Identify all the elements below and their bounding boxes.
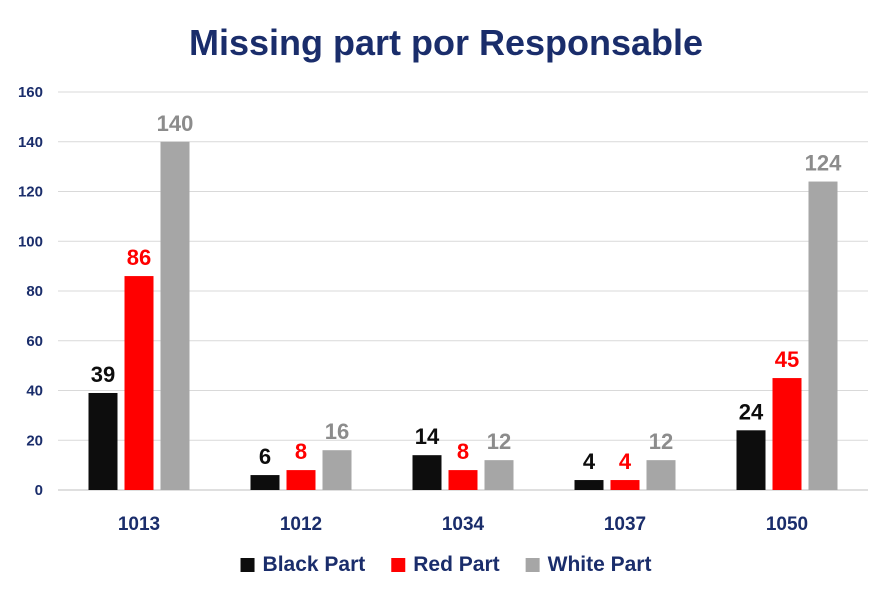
x-tick-label: 1013 [118, 514, 160, 535]
bar-white-part [646, 460, 676, 490]
legend-swatch-black-part [240, 558, 255, 572]
legend-label: White Part [548, 553, 652, 576]
data-label: 45 [775, 347, 799, 372]
y-tick-label: 80 [26, 283, 43, 300]
legend-label: Black Part [263, 553, 366, 576]
x-axis: 1013 1012 1034 1037 1050 [118, 514, 808, 535]
y-tick-label: 0 [35, 482, 43, 499]
data-label: 12 [487, 429, 511, 454]
x-tick-label: 1037 [604, 514, 646, 535]
data-label: 8 [295, 439, 307, 464]
legend-swatch-white-part [525, 558, 540, 572]
bar-black-part [412, 455, 442, 490]
y-tick-label: 40 [26, 383, 43, 400]
x-tick-label: 1050 [766, 514, 808, 535]
bar-white-part [322, 450, 352, 490]
data-label: 6 [259, 444, 271, 469]
bar-red-part [286, 470, 316, 490]
bar-black-part [736, 430, 766, 490]
data-label: 8 [457, 439, 469, 464]
y-tick-label: 140 [18, 134, 43, 151]
data-label: 14 [415, 424, 440, 449]
bar-white-part [484, 460, 514, 490]
legend: Black Part Red Part White Part [240, 553, 652, 576]
chart-title: Missing part por Responsable [189, 22, 703, 63]
bar-black-part [250, 475, 280, 490]
legend-swatch-red-part [391, 558, 406, 572]
data-label: 24 [739, 399, 764, 424]
data-label: 4 [619, 449, 632, 474]
x-tick-label: 1012 [280, 514, 322, 535]
y-tick-label: 100 [18, 233, 43, 250]
x-tick-label: 1034 [442, 514, 485, 535]
data-label: 12 [649, 429, 673, 454]
bar-black-part [88, 392, 118, 490]
bar-red-part [772, 378, 802, 490]
gridlines [58, 91, 868, 491]
y-axis: 0 20 40 60 80 100 120 140 160 [18, 84, 43, 499]
data-label: 39 [91, 362, 115, 387]
bars [88, 141, 838, 491]
bar-white-part [160, 141, 190, 490]
legend-label: Red Part [413, 553, 499, 576]
y-tick-label: 20 [26, 432, 43, 449]
data-label: 140 [157, 111, 194, 136]
y-tick-label: 120 [18, 184, 43, 201]
bar-black-part [574, 480, 604, 490]
bar-red-part [448, 470, 478, 490]
bar-red-part [610, 480, 640, 490]
data-label: 124 [805, 151, 842, 176]
data-label: 4 [583, 449, 596, 474]
data-label: 86 [127, 245, 151, 270]
y-tick-label: 60 [26, 333, 43, 350]
y-tick-label: 160 [18, 84, 43, 101]
bar-red-part [124, 276, 154, 490]
bar-white-part [808, 181, 838, 491]
data-label: 16 [325, 419, 349, 444]
